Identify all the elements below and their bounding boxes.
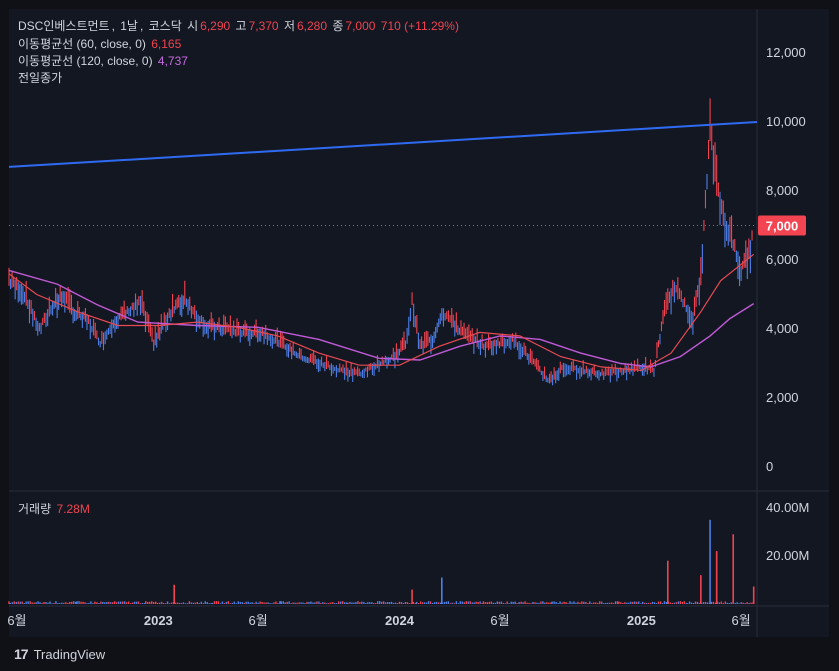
price-tick-label: 12,000 — [766, 45, 806, 60]
symbol-legend[interactable]: DSC인베스트먼트, 1날, 코스닥 시 6,290 고 7,370 저 6,280 … — [18, 19, 459, 33]
price-axis-area[interactable] — [757, 9, 829, 637]
price-tick-label: 4,000 — [766, 321, 799, 336]
price-tick-label: 10,000 — [766, 114, 806, 129]
time-tick-label: 6월 — [732, 613, 751, 628]
time-tick-label: 6월 — [7, 613, 26, 628]
low-value: 6,280 — [297, 19, 328, 33]
ma120-label: 이동평균선 (120, close, 0) — [18, 54, 153, 68]
last-price-tag — [758, 215, 806, 236]
close-value: 7,000 — [345, 19, 376, 33]
change-value: 710 (+11.29%) — [380, 19, 459, 33]
time-tick-label: 6월 — [490, 613, 509, 628]
prev-close-label: 전일종가 — [18, 71, 63, 85]
ma60-line — [8, 253, 755, 372]
price-tick-label: 6,000 — [766, 252, 799, 267]
time-tick-label: 2025 — [627, 613, 656, 628]
ma120-line — [8, 269, 755, 368]
symbol-name: DSC인베스트먼트 — [18, 19, 110, 33]
time-tick-label: 6월 — [249, 613, 268, 628]
prev-close-legend[interactable]: 전일종가 — [18, 70, 64, 86]
tradingview-brand[interactable]: 17 TradingView — [14, 643, 105, 665]
time-tick-label: 2024 — [385, 613, 415, 628]
volume-legend[interactable]: 거래량 7.28M — [18, 501, 92, 517]
last-price-tag-label: 7,000 — [766, 219, 799, 234]
volume-tick-label: 20.00M — [766, 548, 809, 563]
ma60-label: 이동평균선 (60, close, 0) — [18, 37, 146, 51]
trendline — [8, 121, 758, 168]
tradingview-wordmark: TradingView — [33, 646, 106, 662]
ma60-value: 6,165 — [151, 37, 182, 51]
price-tick-label: 0 — [766, 459, 773, 474]
volume-value: 7.28M — [56, 502, 90, 516]
price-tick-label: 2,000 — [766, 390, 799, 405]
close-label: 종 — [332, 19, 344, 33]
volume-label: 거래량 — [18, 502, 52, 516]
time-tick-label: 2023 — [144, 613, 173, 628]
price-tick-label: 8,000 — [766, 183, 799, 198]
ma120-legend[interactable]: 이동평균선 (120, close, 0) 4,737 — [18, 53, 190, 69]
open-value: 6,290 — [200, 19, 231, 33]
volume-tick-label: 40.00M — [766, 500, 809, 515]
open-label: 시 — [187, 19, 199, 33]
interval-label: 1날 — [120, 19, 138, 33]
ma120-value: 4,737 — [157, 54, 188, 68]
ma60-legend[interactable]: 이동평균선 (60, close, 0) 6,165 — [18, 36, 183, 52]
tradingview-logo-icon: 17 — [14, 646, 29, 662]
high-label: 고 — [235, 19, 247, 33]
exchange-label: 코스닥 — [148, 19, 182, 33]
chart-pane[interactable] — [9, 9, 757, 637]
high-value: 7,370 — [248, 19, 279, 33]
low-label: 저 — [283, 19, 295, 33]
